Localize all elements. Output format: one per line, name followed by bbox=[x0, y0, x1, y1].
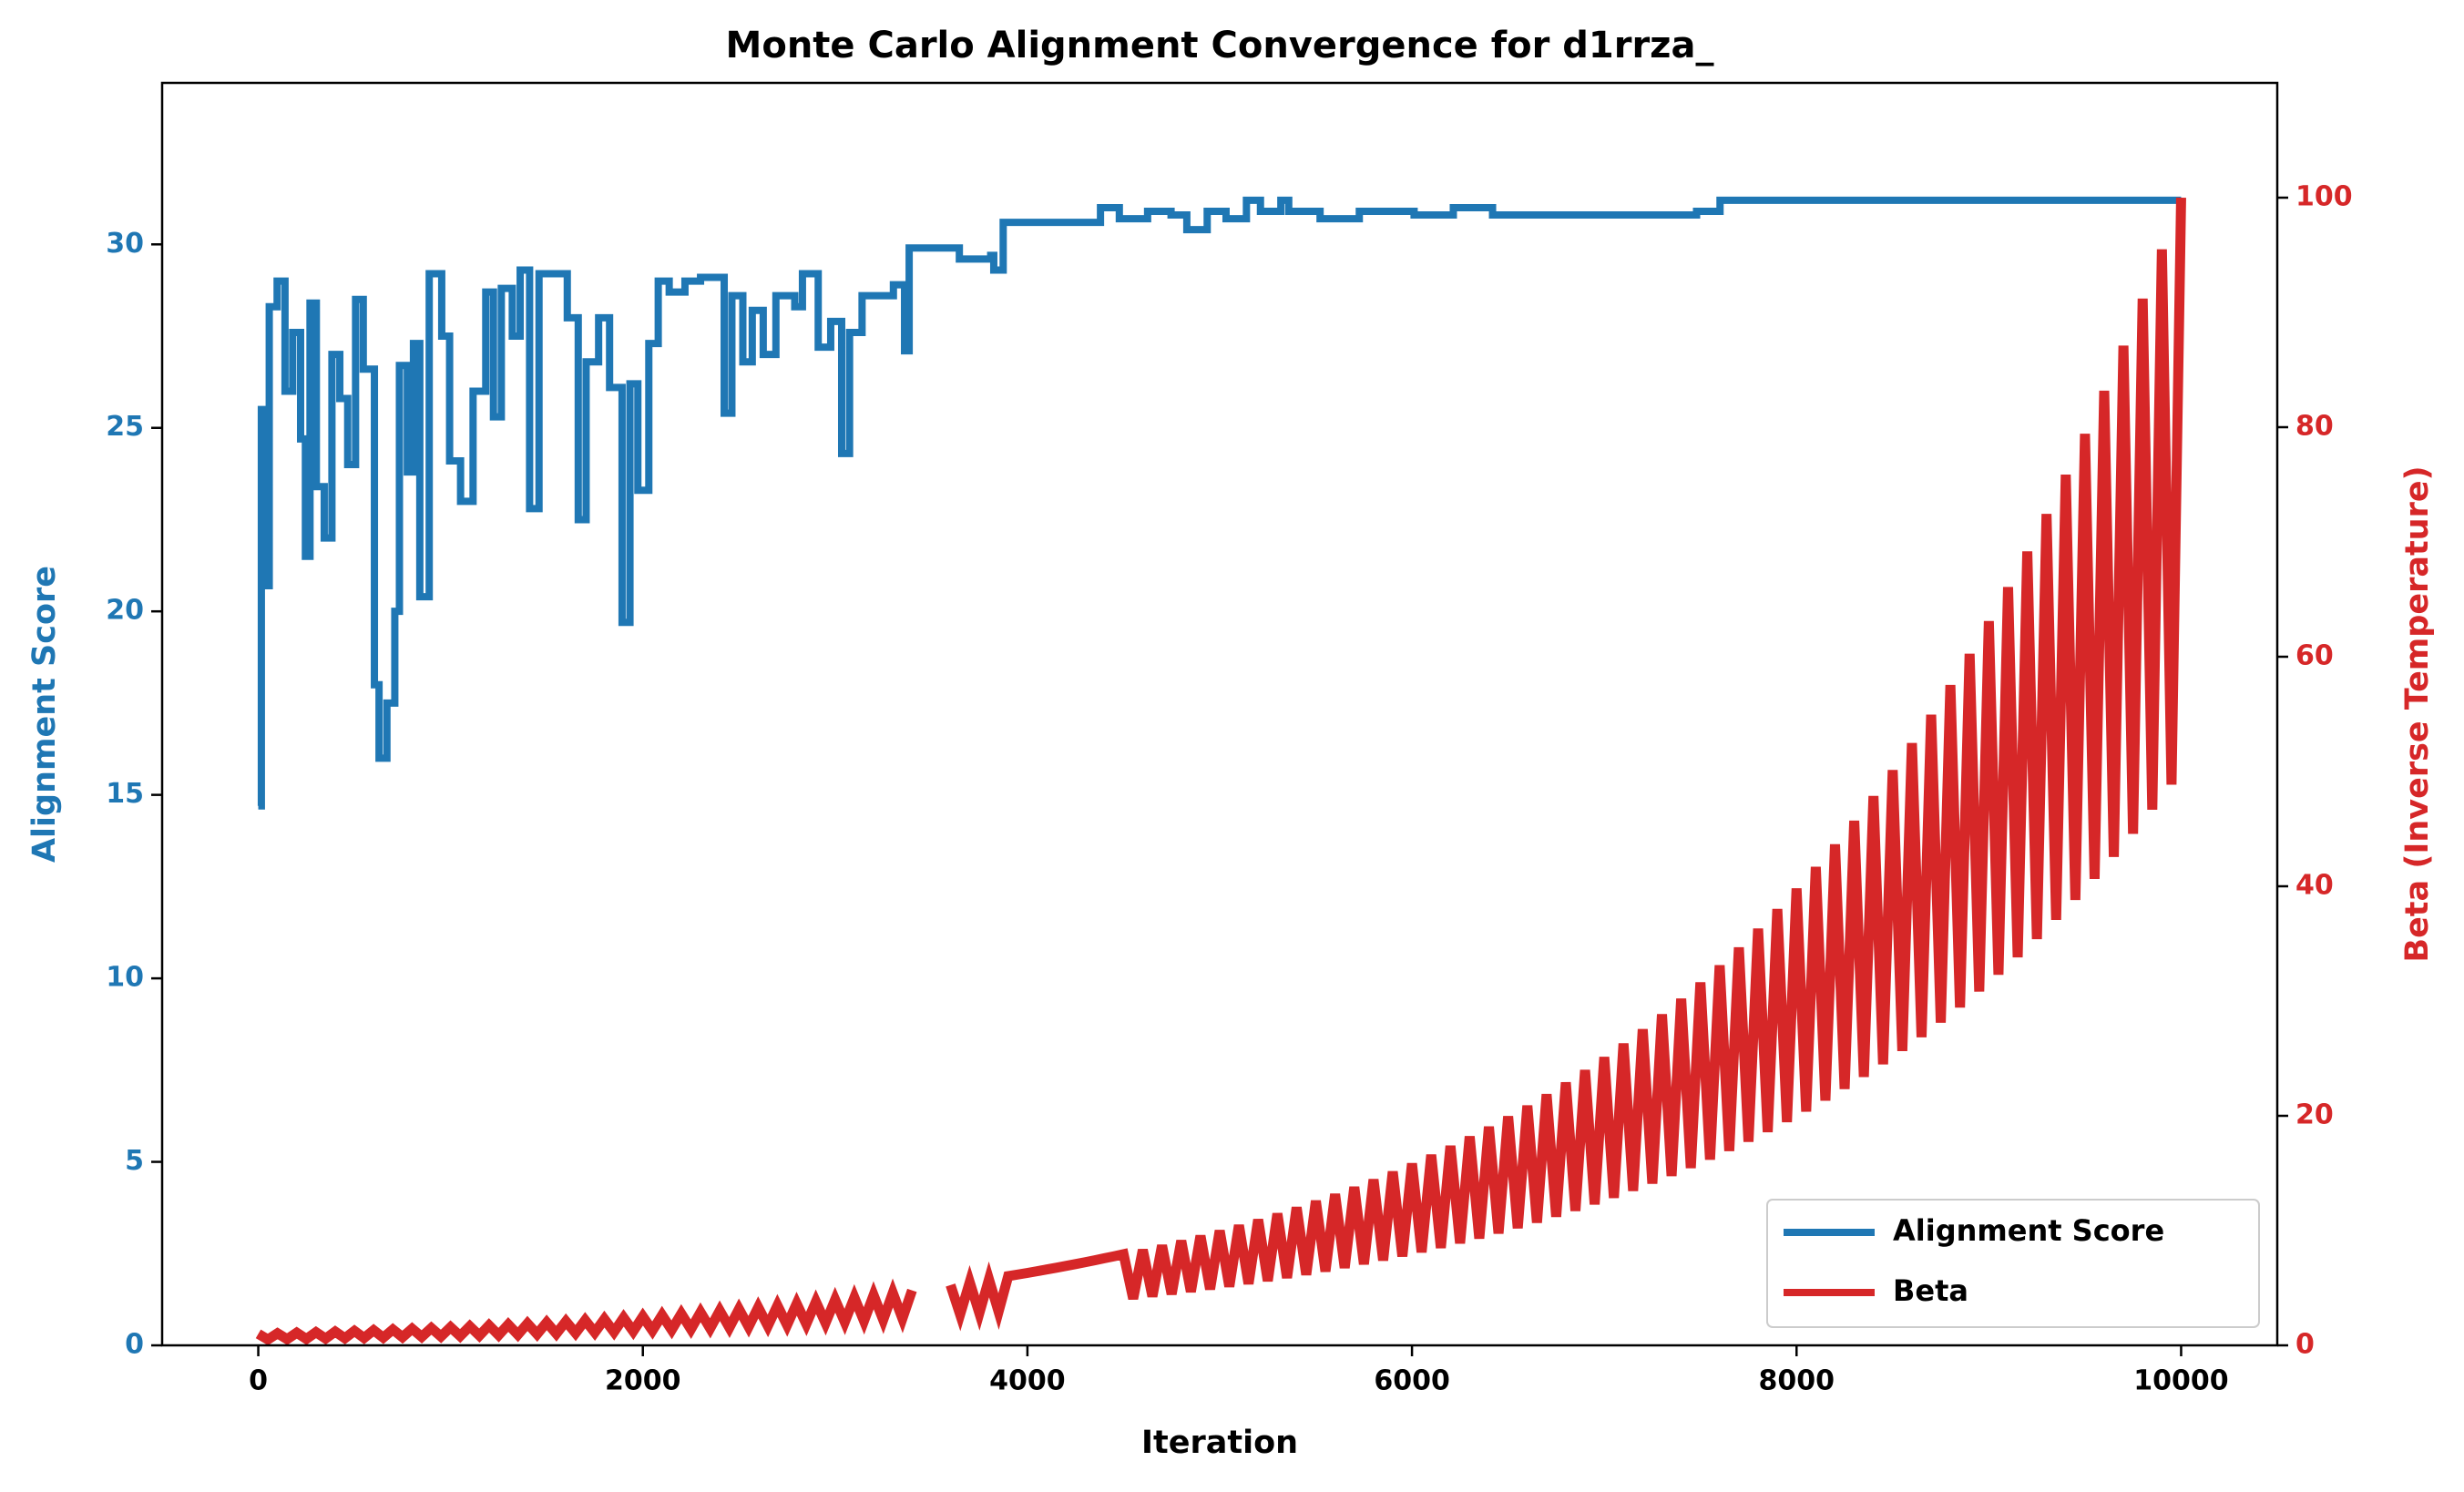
y-tick-label: 20 bbox=[106, 595, 144, 627]
y2-axis-label: Beta (Inverse Temperature) bbox=[2399, 465, 2436, 962]
plot-frame bbox=[160, 81, 2279, 1347]
x-tick-label: 8000 bbox=[1759, 1365, 1835, 1397]
y2-tick-label: 60 bbox=[2295, 640, 2334, 672]
legend: Alignment Score Beta bbox=[1766, 1199, 2260, 1328]
y-tick-label: 10 bbox=[106, 962, 144, 994]
y-tick-label: 30 bbox=[106, 228, 144, 260]
y2-tick-label: 100 bbox=[2295, 181, 2353, 213]
y-tick-label: 25 bbox=[106, 411, 144, 443]
chart-title: Monte Carlo Alignment Convergence for d1… bbox=[726, 25, 1714, 66]
x-tick-label: 0 bbox=[249, 1365, 268, 1397]
series-line bbox=[255, 197, 2186, 1345]
x-tick-label: 4000 bbox=[989, 1365, 1066, 1397]
y2-tick-label: 0 bbox=[2295, 1329, 2315, 1361]
y2-tick-label: 40 bbox=[2295, 870, 2334, 902]
y-tick-label: 15 bbox=[106, 778, 144, 810]
series-line bbox=[257, 196, 2182, 810]
x-tick-label: 10000 bbox=[2133, 1365, 2228, 1397]
x-tick-label: 2000 bbox=[605, 1365, 681, 1397]
y-axis-label: Alignment Score bbox=[26, 566, 63, 863]
x-tick-label: 6000 bbox=[1374, 1365, 1450, 1397]
legend-box bbox=[1766, 1199, 2260, 1328]
y2-tick-label: 80 bbox=[2295, 411, 2334, 443]
y2-tick-label: 20 bbox=[2295, 1099, 2334, 1131]
y-tick-label: 0 bbox=[125, 1329, 144, 1361]
x-axis-label: Iteration bbox=[1141, 1425, 1298, 1461]
legend-label: Beta bbox=[1893, 1273, 1968, 1308]
legend-label: Alignment Score bbox=[1893, 1213, 2164, 1248]
y-tick-label: 5 bbox=[125, 1145, 144, 1177]
